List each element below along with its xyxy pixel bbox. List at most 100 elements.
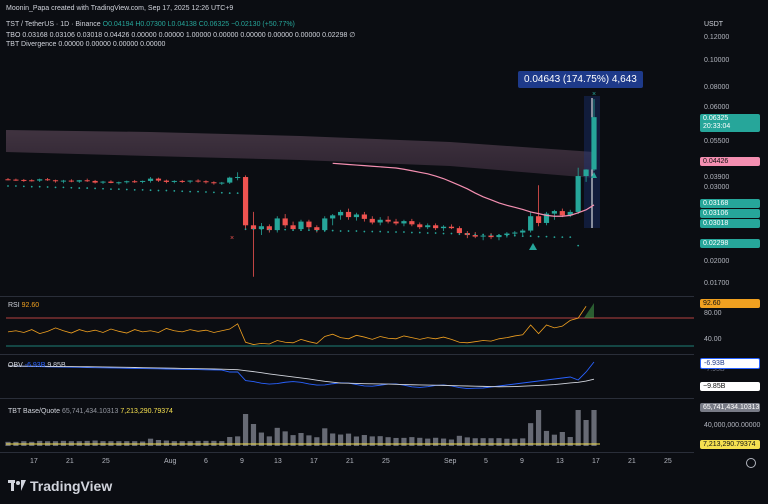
candle-body: [361, 214, 367, 219]
tbo-dot: [363, 230, 366, 233]
main-chart-svg[interactable]: × ×: [0, 0, 768, 468]
candle-body: [330, 215, 336, 219]
volume-bar: [464, 437, 470, 446]
volume-bar: [535, 410, 542, 446]
tbo-dot: [141, 188, 144, 191]
tbo-dot: [78, 187, 81, 189]
tbo-dot: [205, 191, 207, 193]
tbo-dot: [529, 235, 532, 237]
volume-bar: [298, 433, 304, 446]
volume-bar: [512, 438, 518, 446]
tbo-dot: [110, 188, 112, 191]
candle-body: [250, 225, 257, 230]
pink-price-tag: 0.04426: [700, 157, 760, 166]
volume-axis: 40,000,000.00000: [704, 422, 761, 429]
last-price-tag: 0.06325 20:33:04: [700, 114, 760, 132]
tbo-dot: [371, 230, 374, 233]
tbt-volume-legend[interactable]: TBT Base/Quote 65,741,434.10313 7,213,29…: [8, 408, 173, 415]
date-label: 21: [66, 458, 74, 465]
candle-body: [306, 221, 312, 228]
tbo-dot: [577, 244, 580, 247]
target-marker: ×: [592, 91, 596, 98]
candle-body: [282, 218, 288, 226]
tbo-dot: [339, 230, 342, 232]
tbo-dot: [46, 186, 49, 188]
volume-tag-2: 7,213,290.79374: [700, 440, 760, 449]
obv-signal-line: [7, 365, 595, 388]
tbo-dot: [498, 234, 500, 236]
candle-body: [124, 181, 130, 183]
volume-bar: [488, 438, 494, 446]
tbo-dot: [410, 231, 413, 234]
volume-bar: [330, 433, 336, 446]
candle-body: [21, 179, 27, 181]
candle-body: [385, 219, 391, 222]
axis-price-3: 0.06000: [704, 104, 730, 111]
volume-bar: [290, 435, 296, 446]
candle-body: [322, 218, 328, 231]
candle-body: [440, 226, 447, 229]
tbo-dot: [315, 229, 318, 232]
tbo-dot: [300, 229, 302, 231]
candle-body: [377, 219, 383, 223]
candle-body: [155, 178, 162, 181]
volume-bar: [528, 423, 534, 446]
volume-bar: [282, 431, 288, 446]
volume-bar: [401, 437, 407, 446]
currency-label[interactable]: USDT: [704, 21, 724, 28]
tbo-dot: [189, 190, 192, 193]
symbol-line[interactable]: TST / TetherUS · 1D · Binance O0.04194 H…: [6, 21, 295, 28]
candle-body: [235, 177, 241, 179]
volume-bar: [393, 437, 399, 446]
candle-body: [433, 225, 439, 229]
tbo-dot: [94, 187, 97, 190]
candle-body: [211, 182, 217, 184]
volume-bar: [520, 438, 526, 446]
volume-bar: [433, 437, 439, 446]
tbo-dot: [379, 230, 382, 233]
candle-body: [472, 235, 478, 237]
date-label: 17: [30, 458, 38, 465]
volume-bar: [440, 438, 447, 446]
date-label: 13: [556, 458, 564, 465]
volume-bar: [147, 438, 154, 446]
tbo-dot: [308, 229, 310, 231]
candle-body: [567, 211, 573, 216]
volume-bar: [575, 410, 581, 446]
volume-bar: [417, 437, 423, 446]
date-label: 9: [240, 458, 244, 465]
candle-body: [488, 235, 494, 238]
candle-body: [266, 226, 272, 231]
candle-body: [227, 177, 233, 183]
obv-legend[interactable]: OBV -6.93B 9.85B: [8, 362, 66, 369]
tbo-dot: [276, 228, 279, 231]
candle-body: [314, 227, 320, 231]
obv-tag-2: −9.85B: [700, 382, 760, 391]
candle-body: [60, 180, 67, 182]
tbo-legend[interactable]: TBO 0.03168 0.03106 0.03018 0.04426 0.00…: [6, 32, 356, 39]
tbo-dot: [236, 192, 239, 194]
axis-price-7: 0.02000: [704, 258, 730, 265]
candle-body: [528, 216, 534, 231]
candle-body: [298, 221, 304, 230]
tbo-dot: [70, 186, 73, 189]
volume-bar: [583, 420, 589, 446]
tbo-dot: [15, 185, 17, 187]
volume-bar: [274, 427, 280, 446]
volume-bar: [266, 436, 272, 446]
candle-body: [496, 235, 502, 238]
axis-price-1: 0.10000: [704, 57, 730, 64]
candle-body: [559, 211, 565, 216]
gear-icon[interactable]: [746, 458, 756, 468]
date-label: Sep: [444, 458, 457, 465]
symbol-label: TST / TetherUS · 1D · Binance: [6, 21, 101, 28]
rsi-legend[interactable]: RSI 92.60: [8, 302, 40, 309]
measure-box[interactable]: 0.04643 (174.75%) 4,643: [518, 71, 643, 88]
tbo-dot: [466, 233, 469, 235]
volume-bar: [361, 435, 367, 446]
candle-body: [409, 221, 415, 225]
tbt-legend[interactable]: TBT Divergence 0.00000 0.00000 0.00000 0…: [6, 41, 166, 48]
volume-bar: [409, 437, 415, 446]
candle-body: [203, 181, 209, 183]
date-label: 17: [310, 458, 318, 465]
